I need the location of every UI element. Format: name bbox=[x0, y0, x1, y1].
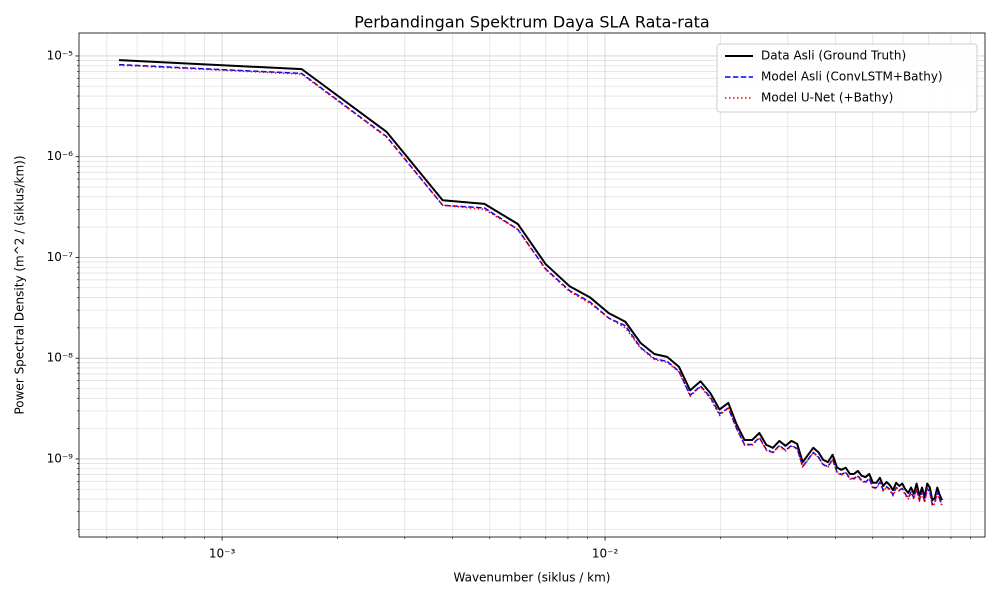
series-line bbox=[118, 63, 943, 506]
chart-title: Perbandingan Spektrum Daya SLA Rata-rata bbox=[354, 13, 709, 32]
y-tick-label: 10⁻⁶ bbox=[47, 149, 74, 163]
x-tick-label: 10⁻² bbox=[592, 547, 619, 561]
legend: Data Asli (Ground Truth) Model Asli (Conv… bbox=[716, 43, 978, 113]
y-tick-label: 10⁻⁵ bbox=[47, 48, 74, 62]
plot-frame bbox=[78, 32, 986, 538]
series-line bbox=[118, 59, 943, 502]
legend-label: Model Asli (ConvLSTM+Bathy) bbox=[761, 70, 943, 84]
x-tick-label: 10⁻³ bbox=[209, 547, 236, 561]
x-axis-label: Wavenumber (siklus / km) bbox=[454, 571, 611, 585]
legend-label: Model U-Net (+Bathy) bbox=[761, 91, 893, 105]
series-line bbox=[118, 64, 943, 507]
legend-box bbox=[716, 43, 978, 113]
y-tick-label: 10⁻⁹ bbox=[47, 451, 74, 465]
y-tick-label: 10⁻⁷ bbox=[47, 250, 74, 264]
legend-label: Data Asli (Ground Truth) bbox=[761, 49, 906, 63]
y-tick-label: 10⁻⁸ bbox=[47, 351, 74, 365]
y-axis-label: Power Spectral Density (m^2 / (siklus/km… bbox=[13, 155, 27, 414]
